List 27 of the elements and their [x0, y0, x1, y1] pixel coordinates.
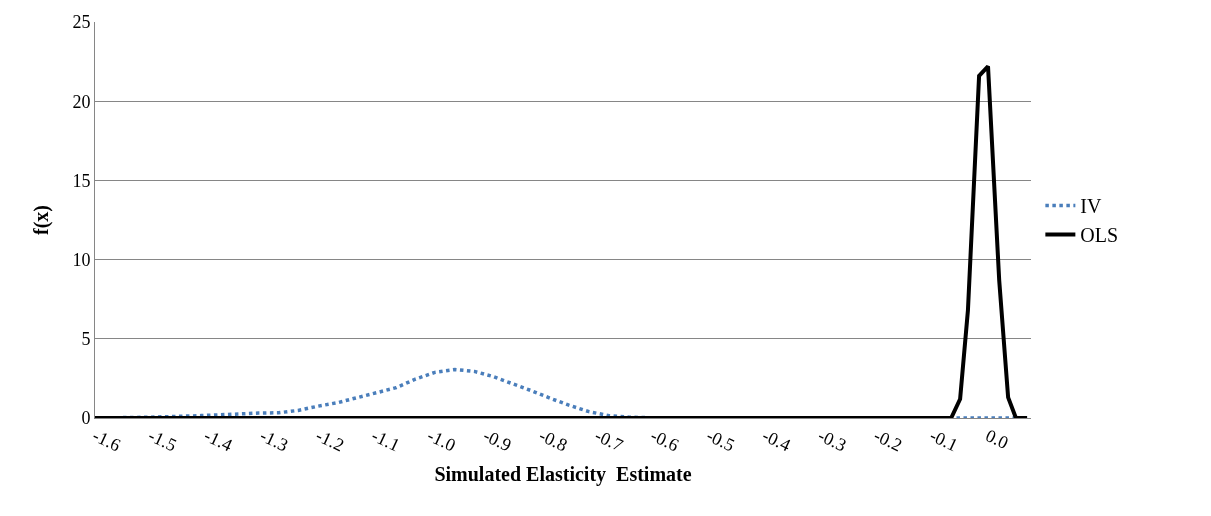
x-tick-label: -1.2 [312, 425, 348, 456]
x-tick-label: -1.6 [89, 425, 124, 456]
x-tick-label: -1.3 [256, 425, 292, 456]
y-tick-label: 20 [72, 91, 91, 112]
legend-label: IV [1080, 195, 1103, 218]
y-tick-label: 25 [72, 12, 91, 33]
y-tick-label: 10 [72, 249, 91, 270]
x-tick-label: -0.2 [870, 425, 906, 456]
x-tick-label: -1.0 [424, 425, 459, 456]
x-tick-label: -0.8 [536, 425, 571, 456]
x-tick-label: -1.5 [145, 425, 180, 456]
x-tick-label: -0.9 [480, 425, 515, 456]
x-tick-label: -0.7 [591, 425, 627, 456]
x-tick-label: -0.4 [759, 425, 794, 456]
y-tick-label: 15 [72, 170, 91, 191]
x-tick-label: 0.0 [982, 425, 1012, 453]
legend-label: OLS [1080, 224, 1119, 247]
x-axis-title: Simulated Elasticity Estimate [434, 462, 692, 486]
x-tick-label: -0.6 [647, 425, 682, 456]
x-tick-label: -1.4 [201, 425, 236, 456]
y-axis-title: f(x) [29, 205, 53, 235]
x-tick-label: -0.3 [815, 425, 850, 456]
x-tick-label: -0.5 [703, 425, 738, 456]
x-tick-label: -0.1 [926, 425, 961, 456]
y-tick-label: 0 [81, 408, 91, 429]
y-tick-label: 5 [81, 329, 91, 350]
x-tick-label: -1.1 [368, 425, 403, 456]
